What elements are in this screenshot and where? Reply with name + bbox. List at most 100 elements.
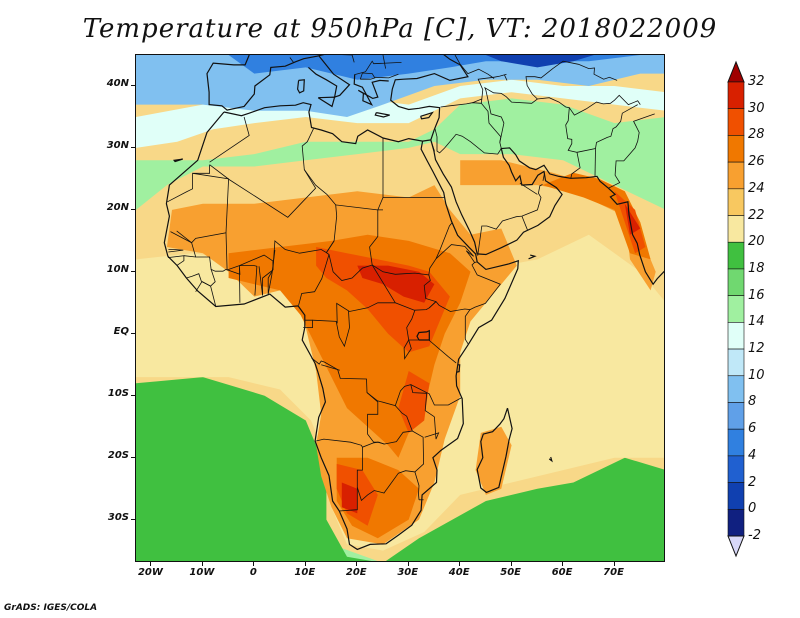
- lat-tick-mark: [131, 146, 135, 148]
- country-border-26: [298, 254, 330, 306]
- contour-band-24-4: [475, 426, 512, 495]
- country-border-51: [480, 98, 483, 104]
- colorbar-segment: [727, 161, 745, 190]
- lon-tick-mark: [253, 562, 255, 566]
- country-border-69: [341, 55, 355, 63]
- colorbar-max-triangle: [727, 60, 745, 83]
- country-border-41: [428, 339, 457, 364]
- colorbar-level-label: 20: [748, 234, 765, 250]
- country-border-67: [374, 73, 399, 79]
- country-border-40: [406, 310, 429, 341]
- coastline-10: [374, 112, 390, 118]
- colorbar-segment: [727, 295, 745, 323]
- country-border-34: [356, 430, 425, 502]
- colorbar-segment: [727, 455, 745, 483]
- country-border-42: [429, 301, 471, 345]
- coastline-layer: [163, 55, 664, 551]
- country-border-5: [303, 169, 337, 206]
- country-border-21: [258, 266, 263, 296]
- contour-band-18-1: [136, 377, 664, 561]
- country-border-55: [576, 104, 638, 153]
- lat-tick-label: 30S: [107, 511, 129, 523]
- coastline-3: [476, 407, 513, 494]
- country-border-14: [167, 255, 185, 266]
- lon-tick-label: 60E: [551, 567, 573, 578]
- contour-band-14-16: [136, 98, 664, 210]
- colorbar-level-label: 6: [748, 421, 757, 437]
- colorbar-segment: [727, 268, 745, 296]
- country-border-50: [472, 76, 494, 104]
- colorbar-min-triangle: [727, 535, 745, 558]
- contour-band-12-17: [136, 79, 664, 148]
- temperature-fill-layer: [136, 55, 664, 561]
- country-border-1: [167, 164, 210, 203]
- country-border-12: [176, 230, 227, 272]
- country-border-27: [303, 319, 313, 328]
- credit-text: GrADS: IGES/COLA: [4, 603, 98, 613]
- country-border-25: [267, 250, 276, 295]
- country-border-70: [289, 57, 294, 63]
- coastline-0: [163, 102, 519, 551]
- coastline-9: [353, 74, 389, 106]
- lon-tick-label: 50E: [500, 567, 521, 578]
- colorbar-level-label: 16: [748, 287, 765, 303]
- country-border-62: [454, 55, 495, 79]
- country-border-37: [414, 471, 420, 500]
- lat-tick-mark: [131, 270, 135, 272]
- colorbar-segment: [727, 428, 745, 457]
- colorbar-level-label: 2: [748, 474, 757, 490]
- colorbar-level-label: 0: [748, 501, 757, 517]
- coastline-2: [430, 139, 664, 286]
- country-border-16: [186, 273, 217, 307]
- contour-band-4-19: [228, 55, 641, 80]
- coastline-1: [390, 55, 469, 142]
- colorbar-level-label: 4: [748, 447, 757, 463]
- map-title: Temperature at 950hPa [C], VT: 201802200…: [82, 14, 718, 44]
- colorbar-level-label: 24: [748, 180, 765, 196]
- country-border-11: [325, 240, 373, 281]
- colorbar-level-label: -2: [748, 528, 761, 543]
- country-border-0: [209, 116, 250, 163]
- country-border-64: [504, 74, 508, 81]
- country-border-43: [423, 274, 437, 302]
- lon-tick-mark: [459, 562, 461, 566]
- country-border-33: [383, 405, 413, 445]
- colorbar-segment: [727, 402, 745, 430]
- colorbar-segment: [727, 188, 745, 216]
- lon-tick-label: 10E: [294, 567, 316, 578]
- lon-tick-mark: [510, 562, 512, 566]
- country-border-20: [239, 265, 258, 296]
- lat-tick-label: 20N: [106, 201, 129, 213]
- lat-tick-mark: [131, 518, 135, 520]
- colorbar-segment: [727, 215, 745, 243]
- country-border-48: [430, 139, 435, 152]
- coastline-14: [456, 364, 461, 373]
- country-border-2: [209, 128, 317, 218]
- coastline-11: [420, 111, 434, 120]
- country-border-57: [608, 113, 655, 189]
- temperature-map: [136, 55, 664, 561]
- colorbar-level-label: 8: [748, 394, 757, 410]
- lat-tick-mark: [131, 84, 135, 86]
- coastline-16: [548, 456, 553, 463]
- lon-tick-label: 30E: [397, 567, 419, 578]
- lon-tick-label: 70E: [603, 567, 624, 578]
- country-border-54: [568, 94, 641, 116]
- coastline-12: [172, 158, 183, 163]
- lon-tick-label: 10W: [189, 567, 215, 578]
- colorbar-level-label: 12: [748, 341, 765, 357]
- contour-band-28-10: [398, 371, 430, 433]
- colorbar: [727, 60, 745, 558]
- country-border-35: [316, 438, 363, 448]
- lon-tick-mark: [562, 562, 564, 566]
- contour-band-0-20: [485, 55, 594, 68]
- country-border-19: [225, 265, 241, 303]
- country-border-44: [469, 261, 501, 310]
- country-border-46: [424, 416, 440, 440]
- country-border-68: [382, 55, 386, 69]
- country-border-45: [465, 250, 475, 263]
- lon-tick-label: 20E: [345, 567, 367, 578]
- colorbar-level-label: 18: [748, 260, 765, 276]
- country-border-53: [525, 60, 618, 100]
- colorbar-level-label: 10: [748, 367, 765, 383]
